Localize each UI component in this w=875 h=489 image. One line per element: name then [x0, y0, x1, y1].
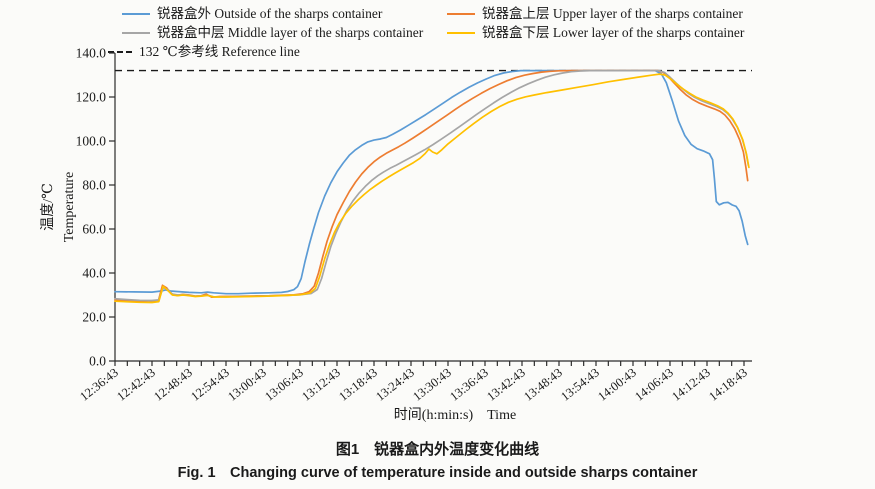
line-swatch-icon — [122, 13, 150, 15]
x-tick-label: 13:06:43 — [262, 365, 306, 403]
legend-label-reference: 132 ℃参考线 Reference line — [139, 44, 300, 59]
y-tick-label: 120.0 — [76, 90, 107, 105]
x-tick-label: 13:54:43 — [558, 365, 602, 403]
x-tick-label: 12:42:43 — [114, 365, 158, 403]
y-axis-title-zh: 温度/℃ — [40, 183, 56, 231]
legend-item-middle: 锐器盒中层 Middle layer of the sharps contain… — [122, 24, 447, 42]
legend-label-outside: 锐器盒外 Outside of the sharps container — [157, 6, 383, 21]
line-swatch-icon — [122, 32, 150, 34]
y-tick-label: 100.0 — [76, 134, 107, 149]
x-tick-label: 12:54:43 — [188, 365, 232, 403]
x-tick-label: 13:00:43 — [225, 365, 269, 403]
x-tick-label: 14:06:43 — [632, 365, 676, 403]
x-tick-label: 14:12:43 — [669, 365, 713, 403]
x-tick-label: 12:36:43 — [77, 365, 121, 403]
legend-label-middle: 锐器盒中层 Middle layer of the sharps contain… — [157, 25, 424, 40]
x-tick-label: 13:24:43 — [373, 365, 417, 403]
x-tick-label: 14:18:43 — [706, 365, 750, 403]
line-swatch-icon — [447, 32, 475, 34]
series-line-upper — [114, 69, 749, 303]
y-tick-label: 80.0 — [82, 178, 106, 193]
temperature-line-chart: 0.0 20.0 40.0 60.0 80.0 100.0 120.0 140.0 12:36:… — [40, 46, 752, 423]
axes — [109, 52, 752, 366]
legend-grid: 锐器盒外 Outside of the sharps container 锐器盒… — [108, 5, 744, 61]
y-tick-label: 40.0 — [82, 266, 106, 281]
y-tick-label: 60.0 — [82, 222, 106, 237]
legend-label-lower: 锐器盒下层 Lower layer of the sharps containe… — [482, 25, 745, 40]
line-swatch-icon — [447, 13, 475, 15]
x-tick-label: 13:48:43 — [521, 365, 565, 403]
y-tick-label: 140.0 — [76, 46, 107, 61]
caption-en: Fig. 1 Changing curve of temperature ins… — [177, 465, 698, 481]
legend-label-upper: 锐器盒上层 Upper layer of the sharps containe… — [482, 6, 743, 21]
x-tick-label: 13:36:43 — [447, 365, 491, 403]
legend-item-upper: 锐器盒上层 Upper layer of the sharps containe… — [447, 5, 744, 23]
legend-item-outside: 锐器盒外 Outside of the sharps container — [122, 5, 447, 23]
series-line-middle — [114, 69, 750, 302]
x-tick-label: 12:48:43 — [151, 365, 195, 403]
x-tick-label: 14:00:43 — [595, 365, 639, 403]
x-axis-title: 时间(h:min:s) Time — [394, 407, 516, 423]
y-tick-label: 0.0 — [89, 354, 106, 369]
chart-legend: 锐器盒外 Outside of the sharps container 锐器盒… — [108, 5, 744, 61]
caption-zh: 图1 锐器盒内外温度变化曲线 — [335, 441, 540, 458]
x-tick-label: 13:42:43 — [484, 365, 528, 403]
legend-item-reference: 132 ℃参考线 Reference line — [108, 43, 447, 61]
y-axis-title-en: Temperature — [62, 172, 77, 243]
y-tick-label: 20.0 — [82, 310, 106, 325]
series-line-outside — [114, 69, 749, 295]
dashed-line-swatch-icon — [108, 51, 132, 53]
x-tick-label: 13:12:43 — [299, 365, 343, 403]
x-tick-label: 13:30:43 — [410, 365, 454, 403]
x-tick-label: 13:18:43 — [336, 365, 380, 403]
legend-item-lower: 锐器盒下层 Lower layer of the sharps containe… — [447, 24, 744, 42]
series-line-lower — [114, 73, 750, 304]
